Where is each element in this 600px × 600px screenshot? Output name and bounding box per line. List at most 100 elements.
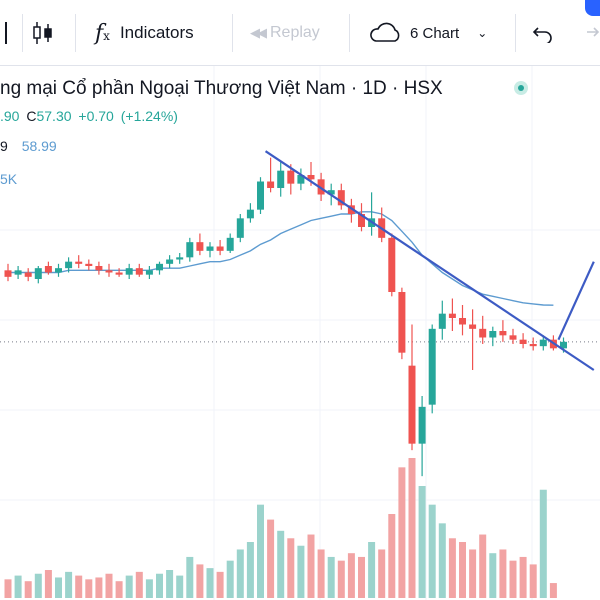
volume-bar xyxy=(145,579,153,598)
volume-bar xyxy=(479,534,487,598)
volume-bar xyxy=(115,581,123,598)
volume-bar xyxy=(378,549,386,598)
volume-bar xyxy=(297,545,305,598)
candle-body xyxy=(236,218,244,238)
volume-bar xyxy=(135,571,143,598)
candle-body xyxy=(388,237,396,292)
volume-bar xyxy=(438,523,446,598)
volume-bar xyxy=(358,556,365,598)
candle-body xyxy=(14,270,22,275)
market-status-dot[interactable] xyxy=(514,81,528,95)
candle-body xyxy=(135,268,143,275)
cloud-icon xyxy=(370,22,400,42)
indicators-label: Indicators xyxy=(119,23,194,42)
rewind-icon: ◀◀ xyxy=(250,25,267,40)
ma-value: 58.99 xyxy=(21,138,57,154)
volume-bar xyxy=(105,573,113,598)
candle-body xyxy=(327,190,335,195)
candle-body xyxy=(448,313,456,318)
accent-strip xyxy=(585,0,600,16)
replay-label: Replay xyxy=(270,24,320,41)
volume-bar xyxy=(469,549,477,598)
close-value: 57.30 xyxy=(36,108,72,124)
volume-bar xyxy=(519,556,527,598)
volume-bar xyxy=(156,573,163,598)
candle-body xyxy=(125,268,133,275)
volume-bar xyxy=(65,571,73,598)
close-label: C xyxy=(26,108,37,124)
candle-body xyxy=(438,313,446,329)
volume-bar xyxy=(307,534,315,598)
volume-bar xyxy=(368,542,376,598)
volume-bar xyxy=(44,570,52,598)
volume-bar xyxy=(509,560,517,598)
candle-body xyxy=(196,242,204,251)
trendline xyxy=(557,261,595,341)
toolbar-fragment[interactable] xyxy=(0,0,14,66)
ma-fragment: 9 xyxy=(0,138,8,154)
change-percent: (+1.24%) xyxy=(120,108,178,124)
candle-body xyxy=(145,270,153,275)
candle-body xyxy=(156,263,163,271)
candle-body xyxy=(418,406,426,444)
candle-body xyxy=(459,318,466,325)
redo-button[interactable] xyxy=(582,0,600,66)
volume-bar xyxy=(4,579,12,598)
layout-button[interactable]: 6 Chart ⌄ xyxy=(368,0,487,66)
ohlc-fragment: .90 xyxy=(0,108,20,124)
volume-bar xyxy=(539,489,547,598)
candle-body xyxy=(105,270,113,273)
volume-bar xyxy=(549,583,557,598)
volume-bar xyxy=(246,542,254,598)
volume-bar xyxy=(408,458,416,598)
candle-body xyxy=(24,272,32,277)
volume-bar xyxy=(418,486,426,598)
candle-style-icon[interactable] xyxy=(32,0,54,66)
candle-body xyxy=(186,242,194,258)
candle-body xyxy=(499,331,507,336)
volume-bar xyxy=(317,549,325,598)
volume-bar xyxy=(388,514,396,598)
ohlc-readout: .90 C57.30 +0.70 (+1.24%) xyxy=(0,108,178,124)
volume-bar xyxy=(489,553,497,598)
chevron-down-icon[interactable]: ⌄ xyxy=(477,26,488,40)
moving-average-layer xyxy=(8,211,554,306)
volume-bar xyxy=(327,556,335,598)
volume-bar xyxy=(186,556,194,598)
volume-bar xyxy=(499,549,507,598)
candle-body xyxy=(489,331,497,338)
ma-line xyxy=(8,211,554,306)
candle-body xyxy=(166,259,174,264)
candle-body xyxy=(85,263,93,266)
layout-label: 6 Chart xyxy=(410,24,460,42)
volume-bar xyxy=(85,579,93,598)
volume-bar xyxy=(398,467,406,598)
trendline xyxy=(264,150,595,371)
candle-body xyxy=(509,335,517,340)
undo-icon xyxy=(532,27,552,43)
ma-readout: 9 58.99 xyxy=(0,138,57,154)
volume-bar xyxy=(176,575,184,598)
candle-body xyxy=(287,170,295,184)
candle-body xyxy=(115,272,123,275)
candle-body xyxy=(297,175,305,184)
volume-bar xyxy=(257,504,264,598)
indicators-button[interactable]: fx Indicators xyxy=(95,0,194,66)
volume-bar xyxy=(287,538,295,598)
volume-bar xyxy=(428,504,436,598)
volume-bar xyxy=(337,560,345,598)
top-toolbar: fx Indicators ◀◀ Replay 6 Chart ⌄ xyxy=(0,0,600,66)
candle-body xyxy=(358,214,365,227)
volume-bar xyxy=(347,553,355,598)
candle-body xyxy=(216,246,224,251)
candle-body xyxy=(4,270,12,277)
candle-body xyxy=(246,209,254,219)
undo-button[interactable] xyxy=(532,0,554,66)
candle-body xyxy=(398,292,406,353)
fx-icon: fx xyxy=(95,20,110,46)
replay-button[interactable]: ◀◀ Replay xyxy=(250,0,320,66)
volume-bar xyxy=(216,571,224,598)
candle-body xyxy=(95,266,103,271)
symbol-title[interactable]: ng mại Cổ phần Ngoại Thương Việt Nam · 1… xyxy=(0,78,443,99)
